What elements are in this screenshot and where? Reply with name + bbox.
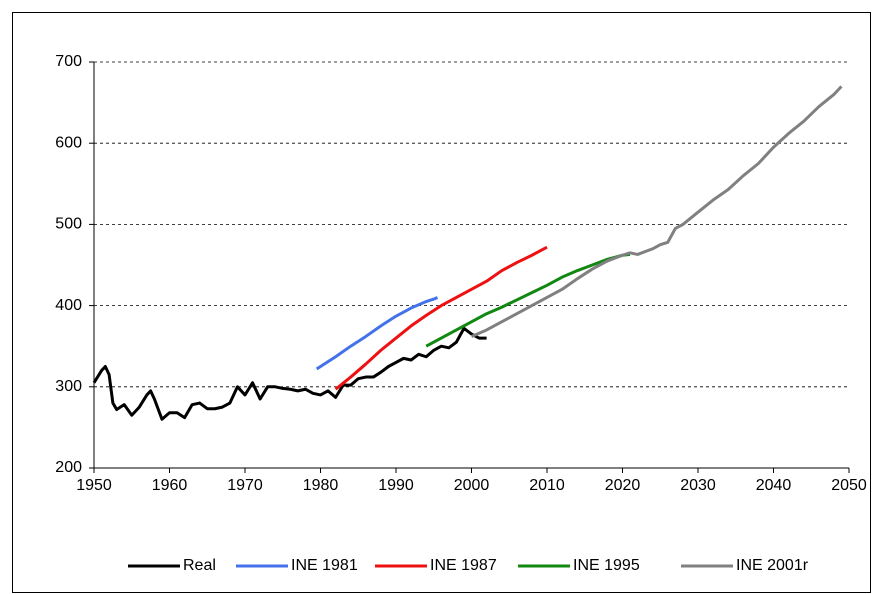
legend-label: Real xyxy=(183,557,216,574)
x-tick-label: 1990 xyxy=(378,477,414,494)
x-tick-label: 2020 xyxy=(605,477,641,494)
x-tick-label: 2010 xyxy=(529,477,565,494)
line-series xyxy=(470,85,843,338)
y-tick-label: 700 xyxy=(55,53,82,70)
x-tick-label: 1970 xyxy=(227,477,263,494)
legend-label: INE 1995 xyxy=(573,557,640,574)
y-tick-label: 300 xyxy=(55,378,82,395)
line-series xyxy=(315,296,439,371)
x-tick-label: 2050 xyxy=(831,477,867,494)
x-tick-label: 1980 xyxy=(303,477,339,494)
y-tick-label: 500 xyxy=(55,216,82,233)
x-tick-label: 2040 xyxy=(756,477,792,494)
legend-label: INE 2001r xyxy=(736,557,809,574)
y-tick-label: 600 xyxy=(55,134,82,151)
x-tick-label: 2030 xyxy=(680,477,716,494)
line-series xyxy=(334,245,548,391)
x-tick-label: 1960 xyxy=(152,477,188,494)
y-tick-label: 400 xyxy=(55,297,82,314)
legend-label: INE 1981 xyxy=(291,557,358,574)
chart-border xyxy=(12,12,871,593)
line-series xyxy=(425,252,631,348)
line-series xyxy=(92,326,487,421)
legend-label: INE 1987 xyxy=(430,557,497,574)
y-tick-label: 200 xyxy=(55,459,82,476)
x-tick-label: 1950 xyxy=(76,477,112,494)
x-tick-label: 2000 xyxy=(454,477,490,494)
